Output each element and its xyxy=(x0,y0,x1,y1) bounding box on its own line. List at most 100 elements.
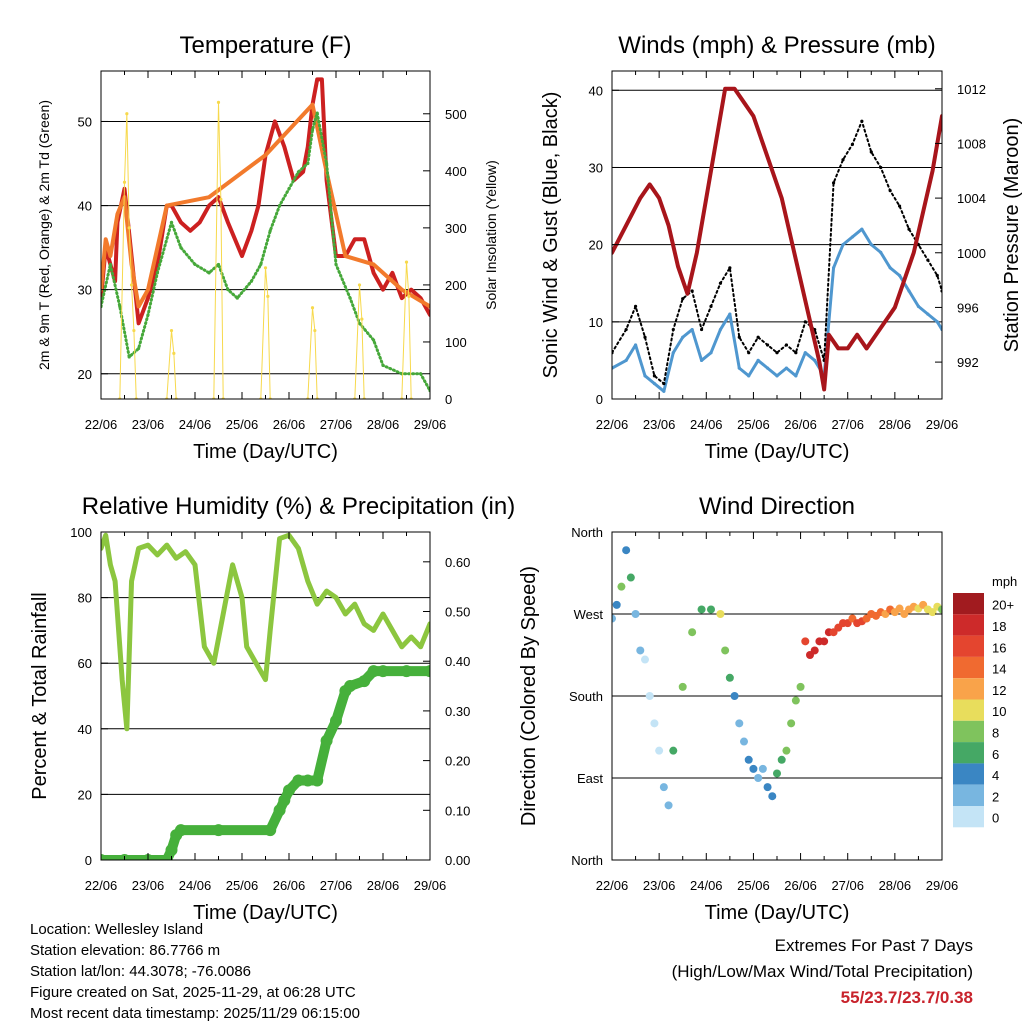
x-tick-label: 27/06 xyxy=(831,417,864,432)
data-point-2m-t xyxy=(179,220,183,224)
y-tick-label: 80 xyxy=(78,591,92,606)
data-point-gust xyxy=(699,327,704,332)
data-point-2m-td xyxy=(306,161,310,166)
y-tick-label: North xyxy=(571,525,603,540)
data-point-station-pressure xyxy=(714,141,718,146)
data-point-gust xyxy=(652,374,657,378)
location-text: Location: Wellesley Island xyxy=(30,921,204,938)
data-point-solar-insolation xyxy=(263,266,268,270)
x-tick-label: 29/06 xyxy=(414,417,447,432)
data-point-station-pressure xyxy=(827,333,831,337)
x-axis-title: Time (Day/UTC) xyxy=(705,441,850,463)
y2-tick-label: 0.40 xyxy=(445,654,470,669)
data-point-total-precipitation xyxy=(367,665,380,678)
data-point-solar-insolation xyxy=(172,351,176,355)
data-point-sonic-wind xyxy=(718,327,723,332)
data-point-total-precipitation xyxy=(311,774,324,787)
data-point-station-pressure xyxy=(864,346,869,351)
data-point-2m-t xyxy=(409,288,413,292)
direction-point xyxy=(636,646,645,655)
y2-tick-label: 500 xyxy=(445,107,467,122)
direction-point xyxy=(645,692,654,700)
data-point-2m-t xyxy=(207,203,211,208)
data-point-total-precipitation xyxy=(424,665,430,678)
data-point-2m-t xyxy=(249,229,253,233)
data-point-gust xyxy=(728,266,732,270)
colorbar-title: mph xyxy=(992,574,1017,589)
data-point-solar-insolation xyxy=(129,283,134,287)
colorbar-swatch xyxy=(953,614,984,636)
data-point-sonic-wind xyxy=(794,374,798,378)
data-point-2m-td xyxy=(357,321,362,325)
y-tick-label: 20 xyxy=(78,787,92,802)
data-point-2m-td xyxy=(207,271,211,275)
colorbar-label: 14 xyxy=(992,662,1006,677)
data-point-gust xyxy=(690,289,694,293)
y-tick-label: 50 xyxy=(78,114,92,129)
series-line-2m-t xyxy=(101,77,430,326)
data-point-2m-td xyxy=(372,338,376,342)
data-point-relative-humidity xyxy=(353,602,357,606)
colorbar-label: 4 xyxy=(992,768,999,783)
data-point-sonic-wind xyxy=(690,327,694,332)
colorbar-swatch xyxy=(953,720,984,743)
data-point-relative-humidity xyxy=(184,550,188,554)
extremes-values: 55/23.7/23.7/0.38 xyxy=(840,988,973,1007)
direction-point xyxy=(810,646,819,655)
data-point-2m-t xyxy=(273,119,277,124)
data-point-station-pressure xyxy=(846,346,850,351)
data-point-gust xyxy=(841,158,845,162)
y2-tick-label: 1012 xyxy=(957,82,986,97)
direction-point xyxy=(801,637,810,646)
data-point-relative-humidity xyxy=(202,645,206,649)
direction-point xyxy=(782,746,791,755)
series-line-relative-humidity xyxy=(101,532,430,732)
y-tick-label: North xyxy=(571,853,603,868)
data-point-total-precipitation xyxy=(273,804,286,817)
data-point-relative-humidity xyxy=(165,543,169,547)
data-point-solar-insolation xyxy=(125,112,129,116)
data-point-sonic-wind xyxy=(756,358,760,363)
data-point-solar-insolation xyxy=(357,283,362,287)
data-point-relative-humidity xyxy=(372,628,376,633)
data-point-gust xyxy=(907,227,911,231)
data-point-total-precipitation xyxy=(174,824,187,837)
y2-tick-label: 1000 xyxy=(957,246,986,261)
temperature-panel: Temperature (F) Time (Day/UTC) 2m & 9m T (… xyxy=(36,32,499,463)
data-point-relative-humidity xyxy=(221,612,225,616)
data-point-sonic-wind xyxy=(850,235,855,239)
data-point-station-pressure xyxy=(921,210,925,214)
data-point-station-pressure xyxy=(836,346,840,351)
plot-frame xyxy=(611,70,943,400)
direction-point xyxy=(895,604,904,613)
data-point-2m-td xyxy=(315,111,319,115)
data-point-gust xyxy=(709,304,713,308)
y-tick-label: 40 xyxy=(78,722,92,737)
latest-timestamp-text: Most recent data timestamp: 2025/11/29 0… xyxy=(30,1005,360,1022)
data-point-2m-td xyxy=(216,262,221,267)
data-point-2m-td xyxy=(310,128,315,132)
x-tick-label: 24/06 xyxy=(690,878,723,893)
data-point-2m-td xyxy=(296,170,300,174)
panel-title: Winds (mph) & Pressure (mb) xyxy=(618,32,935,59)
direction-point xyxy=(758,764,767,773)
data-point-2m-td xyxy=(179,246,183,250)
data-point-sonic-wind xyxy=(879,250,883,254)
plot-area xyxy=(612,86,942,393)
data-point-gust xyxy=(803,320,807,324)
data-point-2m-td xyxy=(193,262,197,267)
data-point-sonic-wind xyxy=(681,335,685,339)
data-point-sonic-wind xyxy=(747,374,751,378)
x-tick-label: 24/06 xyxy=(179,417,212,432)
x-tick-label: 29/06 xyxy=(926,417,959,432)
data-point-solar-insolation xyxy=(132,328,136,333)
y-axis-title: Direction (Colored By Speed) xyxy=(518,566,540,826)
data-point-2m-td xyxy=(127,355,131,359)
data-point-sonic-wind xyxy=(897,273,902,278)
data-point-total-precipitation xyxy=(212,824,225,837)
data-point-relative-humidity xyxy=(315,602,319,606)
data-point-relative-humidity xyxy=(193,563,197,567)
data-point-9m-t xyxy=(343,254,347,258)
plot-area xyxy=(101,77,430,399)
